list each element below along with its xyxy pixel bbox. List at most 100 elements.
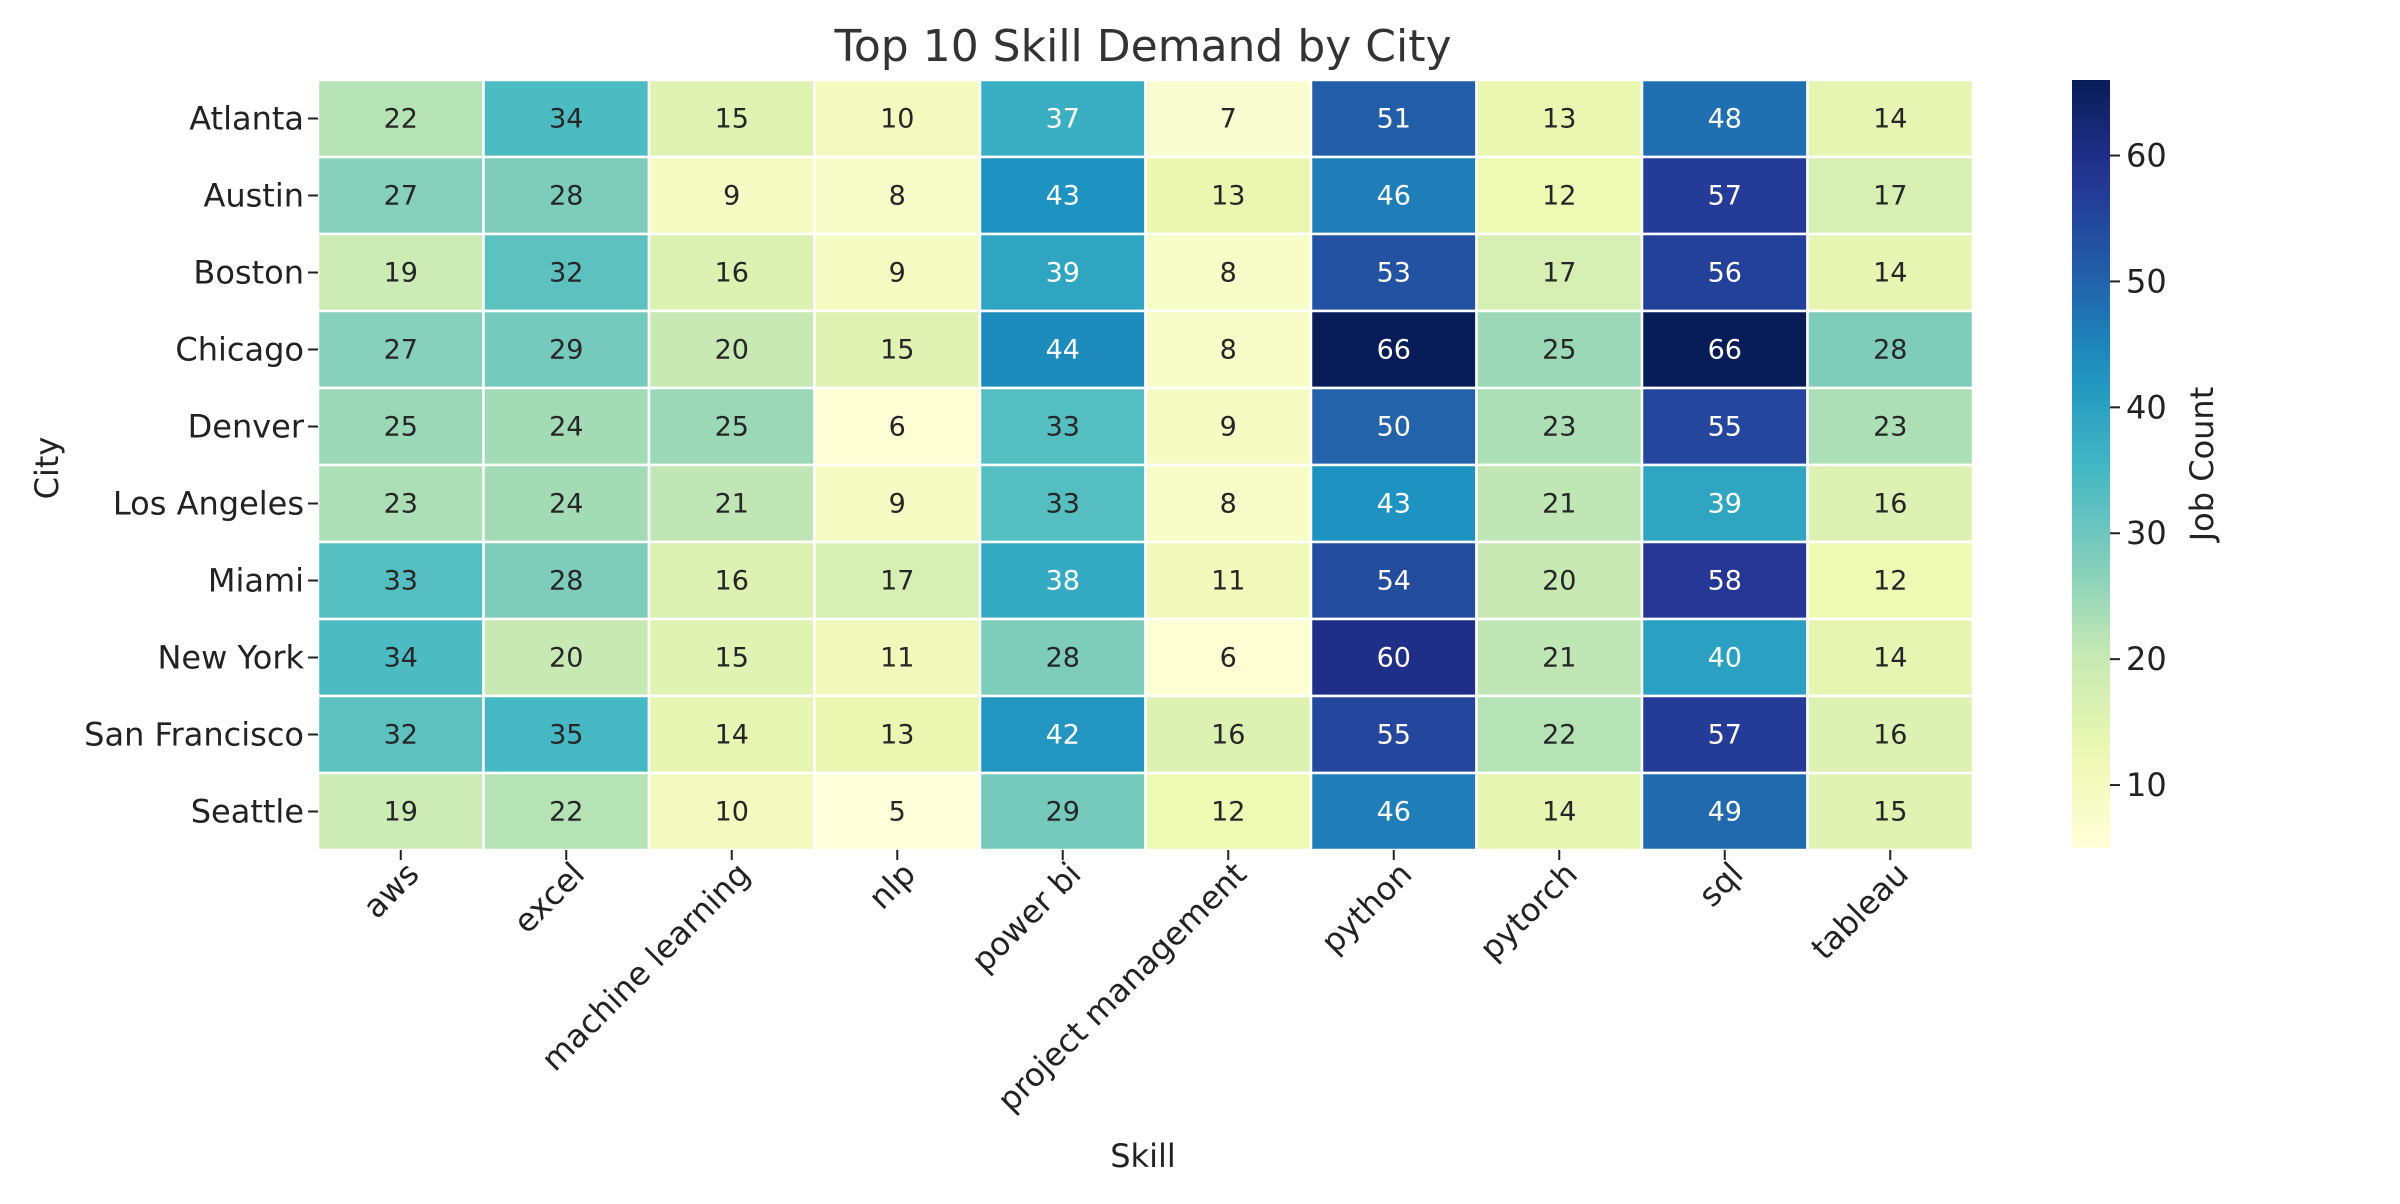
cell-value-label: 38 [1046, 566, 1080, 597]
heatmap-cell [978, 694, 1147, 775]
colorbar-tick-label: 40 [2126, 388, 2167, 426]
heatmap-cell [1144, 309, 1313, 390]
y-tick-label: Denver [188, 408, 305, 446]
cell-value-label: 57 [1708, 720, 1742, 751]
heatmap-cell [1806, 386, 1975, 467]
heatmap-cell [1806, 78, 1975, 159]
cell-value-label: 15 [1873, 797, 1907, 828]
cell-value-label: 8 [889, 181, 906, 212]
heatmap-cell [813, 155, 982, 236]
cell-value-label: 14 [715, 720, 749, 751]
cell-value-label: 44 [1046, 335, 1080, 366]
cell-value-label: 43 [1046, 181, 1080, 212]
heatmap-cell [647, 232, 816, 313]
cell-value-label: 12 [1873, 566, 1907, 597]
cell-value-label: 16 [1873, 720, 1907, 751]
cell-value-label: 40 [1708, 643, 1742, 674]
cell-value-label: 49 [1708, 797, 1742, 828]
cell-value-label: 27 [384, 335, 418, 366]
cell-value-label: 57 [1708, 181, 1742, 212]
cell-value-label: 22 [1542, 720, 1576, 751]
heatmap-cell [813, 540, 982, 621]
cell-value-label: 55 [1708, 412, 1742, 443]
heatmap-cell [1144, 463, 1313, 544]
cell-value-label: 34 [384, 643, 418, 674]
cell-value-label: 22 [384, 104, 418, 135]
cell-value-label: 27 [384, 181, 418, 212]
colorbar-label: Job Count [2183, 387, 2221, 544]
heatmap-cell [316, 463, 485, 544]
cell-value-label: 12 [1211, 797, 1245, 828]
cell-value-label: 14 [1873, 258, 1907, 289]
cell-value-label: 23 [384, 489, 418, 520]
heatmap-cell [1309, 309, 1478, 390]
heatmap-cell [978, 463, 1147, 544]
y-tick-label: Seattle [191, 793, 304, 831]
cell-value-label: 13 [1211, 181, 1245, 212]
heatmap-cell [978, 617, 1147, 698]
heatmap-cell [1144, 540, 1313, 621]
heatmap-cell [1309, 540, 1478, 621]
cell-value-label: 43 [1377, 489, 1411, 520]
cell-value-label: 25 [1542, 335, 1576, 366]
cell-value-label: 46 [1377, 797, 1411, 828]
heatmap-cell [1475, 617, 1644, 698]
heatmap-cell [1144, 617, 1313, 698]
cell-value-label: 24 [549, 412, 583, 443]
heatmap-cell [1806, 617, 1975, 698]
cell-value-label: 11 [880, 643, 914, 674]
cell-value-label: 29 [549, 335, 583, 366]
cell-value-label: 16 [1211, 720, 1245, 751]
cell-value-label: 16 [715, 566, 749, 597]
cell-value-label: 37 [1046, 104, 1080, 135]
cell-value-label: 28 [549, 566, 583, 597]
heatmap-cell [647, 463, 816, 544]
x-axis-label: Skill [1110, 1137, 1176, 1175]
cell-value-label: 21 [715, 489, 749, 520]
cell-value-label: 12 [1542, 181, 1576, 212]
heatmap-cell [647, 694, 816, 775]
heatmap-cell [482, 694, 651, 775]
cell-value-label: 33 [1046, 412, 1080, 443]
cell-value-label: 14 [1873, 104, 1907, 135]
x-tick-label: power bi [964, 855, 1089, 980]
cell-value-label: 8 [1220, 489, 1237, 520]
cell-value-label: 25 [715, 412, 749, 443]
x-tick-label: aws [355, 855, 426, 926]
cell-value-label: 15 [715, 104, 749, 135]
cell-value-label: 8 [1220, 258, 1237, 289]
cell-value-label: 17 [880, 566, 914, 597]
heatmap-cell [1309, 771, 1478, 852]
x-tick-label: sql [1691, 855, 1750, 914]
cell-value-label: 20 [715, 335, 749, 366]
y-tick-label: Chicago [175, 331, 304, 369]
cell-value-label: 14 [1542, 797, 1576, 828]
heatmap-cell [1640, 155, 1809, 236]
y-tick-label: Atlanta [189, 100, 304, 138]
cell-value-label: 9 [723, 181, 740, 212]
cell-value-label: 16 [715, 258, 749, 289]
cell-value-label: 24 [549, 489, 583, 520]
cell-value-label: 15 [880, 335, 914, 366]
heatmap-cell [1640, 386, 1809, 467]
cell-value-label: 55 [1377, 720, 1411, 751]
colorbar-tick-label: 30 [2126, 514, 2167, 552]
y-tick-label: Miami [208, 562, 304, 600]
y-tick-labels: Atlanta Austin Boston Chicago Denver Los Ange… [84, 100, 318, 831]
heatmap-cell [316, 771, 485, 852]
cell-value-label: 33 [1046, 489, 1080, 520]
heatmap-cell [1806, 232, 1975, 313]
cell-value-label: 48 [1708, 104, 1742, 135]
heatmap-cell [482, 78, 651, 159]
heatmap-cell [1475, 771, 1644, 852]
cell-value-label: 10 [715, 797, 749, 828]
cell-value-label: 9 [889, 489, 906, 520]
heatmap-cell [316, 309, 485, 390]
cell-value-label: 21 [1542, 643, 1576, 674]
heatmap-cell [1309, 694, 1478, 775]
cell-value-label: 35 [549, 720, 583, 751]
heatmap-cell [316, 540, 485, 621]
cell-value-label: 5 [889, 797, 906, 828]
